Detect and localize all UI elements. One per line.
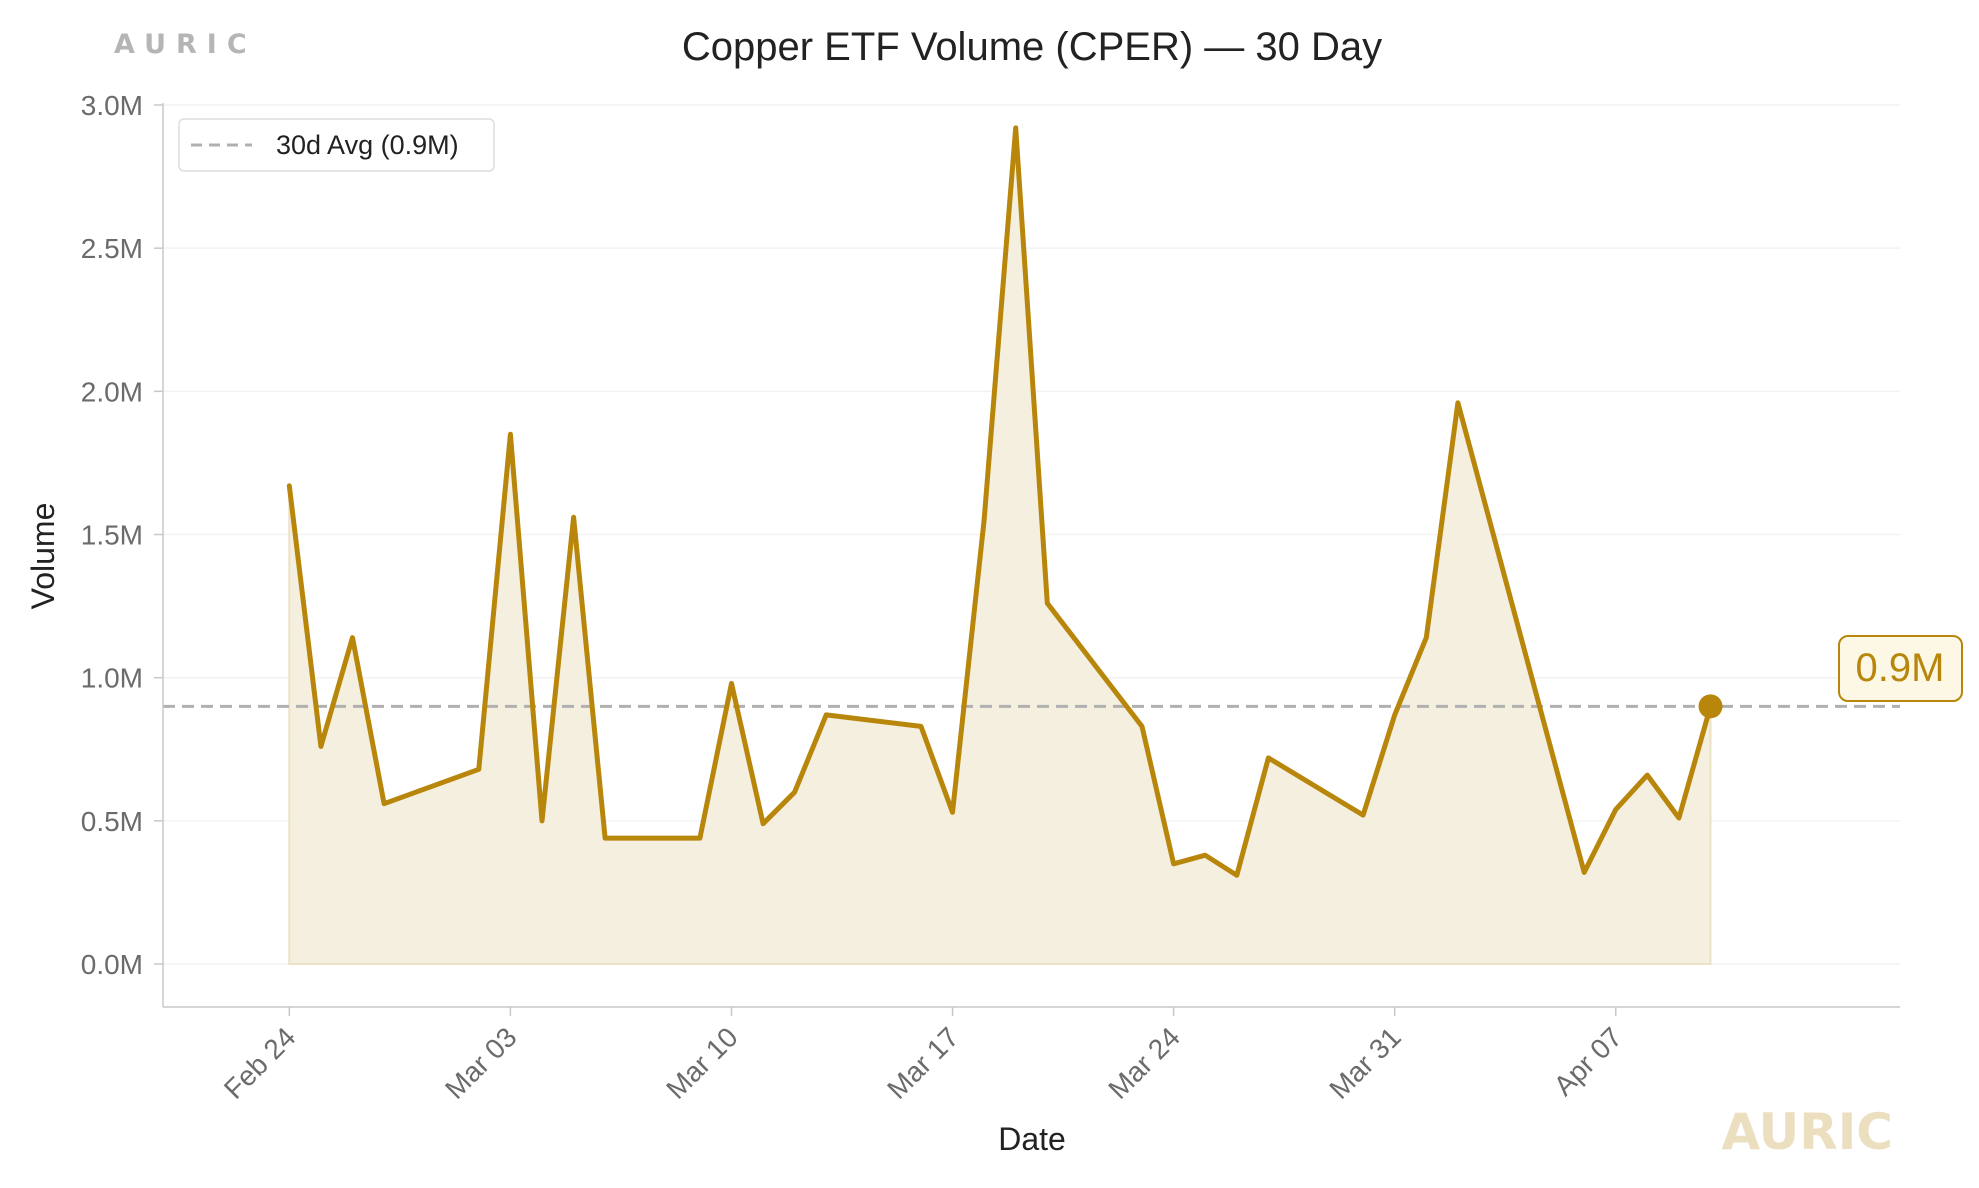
legend-entry-average: 30d Avg (0.9M) (276, 130, 459, 160)
data-point (823, 712, 829, 718)
data-point (1423, 635, 1429, 641)
x-tick-label: Mar 17 (881, 1021, 965, 1105)
data-point (728, 680, 734, 686)
legend: 30d Avg (0.9M) (178, 118, 495, 172)
last-data-point (1698, 694, 1723, 719)
y-tick-label: 0.5M (81, 806, 143, 837)
y-tick-label: 1.5M (81, 520, 143, 551)
y-tick-label: 2.5M (81, 233, 143, 264)
data-point (1581, 869, 1587, 875)
data-point (1392, 712, 1398, 718)
data-points (286, 125, 1723, 878)
data-point (1234, 872, 1240, 878)
data-point (318, 743, 324, 749)
x-axis-label: Date (998, 1121, 1066, 1157)
data-point (760, 821, 766, 827)
x-tick-label: Mar 24 (1102, 1021, 1186, 1105)
data-point (476, 766, 482, 772)
data-point (349, 635, 355, 641)
data-point (1139, 723, 1145, 729)
data-point (539, 818, 545, 824)
data-point (381, 801, 387, 807)
y-tick-label: 2.0M (81, 376, 143, 407)
data-point (507, 431, 513, 437)
data-point (1455, 400, 1461, 406)
last-value-callout: 0.9M (1838, 635, 1963, 702)
x-tick-label: Feb 24 (218, 1021, 302, 1105)
data-point (1202, 852, 1208, 858)
x-tick-label: Mar 10 (660, 1021, 744, 1105)
data-point (1644, 772, 1650, 778)
data-point (602, 835, 608, 841)
x-tick-label: Apr 07 (1548, 1021, 1628, 1101)
y-tick-label: 0.0M (81, 949, 143, 980)
brand-watermark-top: AURIC (114, 29, 257, 60)
data-point (1676, 815, 1682, 821)
callout-box (1838, 635, 1963, 702)
data-point (1044, 600, 1050, 606)
x-axis-ticks: Feb 24 Mar 03 Mar 10 Mar 17 Mar 24 Mar 31 Apr … (218, 1007, 1628, 1105)
data-point (1360, 812, 1366, 818)
data-point (918, 723, 924, 729)
legend-box (178, 118, 495, 172)
data-point (1171, 861, 1177, 867)
data-point (697, 835, 703, 841)
data-point (950, 809, 956, 815)
y-tick-label: 3.0M (81, 90, 143, 121)
data-point (571, 514, 577, 520)
volume-series-line (286, 125, 1713, 878)
y-axis-label: Volume (25, 503, 61, 610)
data-point (981, 517, 987, 523)
data-point (792, 789, 798, 795)
x-tick-label: Mar 31 (1323, 1021, 1407, 1105)
chart-title: Copper ETF Volume (CPER) — 30 Day (682, 25, 1382, 69)
callout-label: 0.9M (1856, 646, 1945, 690)
x-tick-label: Mar 03 (439, 1021, 523, 1105)
y-tick-label: 1.0M (81, 663, 143, 694)
brand-watermark-bottom: AURIC (1721, 1103, 1893, 1161)
data-point (1265, 755, 1271, 761)
data-point (1013, 125, 1019, 131)
y-axis-ticks: 0.0M 0.5M 1.0M 1.5M 2.0M 2.5M 3.0M (81, 90, 163, 980)
data-point (286, 483, 292, 489)
data-point (1613, 806, 1619, 812)
